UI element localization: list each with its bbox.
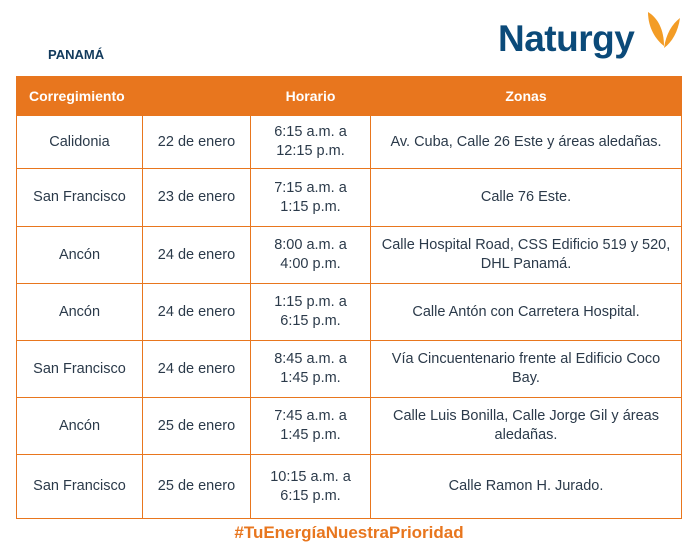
table-row: Ancón 25 de enero 7:45 a.m. a 1:45 p.m. Call… xyxy=(16,397,682,455)
schedule-cell: 7:15 a.m. a 1:15 p.m. xyxy=(250,168,371,227)
schedule-line: 6:15 p.m. xyxy=(280,313,341,329)
column-header-blank xyxy=(142,76,251,116)
schedule-line: 8:45 a.m. a xyxy=(274,351,347,367)
hashtag: #TuEnergíaNuestraPrioridad xyxy=(234,523,464,542)
schedule-cell: 6:15 a.m. a 12:15 p.m. xyxy=(250,115,371,169)
logo-text: Naturgy xyxy=(498,18,635,59)
zones-cell: Calle Hospital Road, CSS Edificio 519 y … xyxy=(370,226,682,284)
schedule-line: 4:00 p.m. xyxy=(280,256,341,272)
schedule-line: 6:15 p.m. xyxy=(280,487,341,504)
schedule-line: 6:15 a.m. a xyxy=(274,124,347,140)
schedule-line: 7:15 a.m. a xyxy=(274,179,347,196)
schedule-cell: 8:45 a.m. a 1:45 p.m. xyxy=(250,340,371,398)
logo-butterfly xyxy=(648,12,680,48)
schedule-line: 1:15 p.m. a xyxy=(274,294,347,310)
schedule-cell: 8:00 a.m. a 4:00 p.m. xyxy=(250,226,371,284)
logo: Naturgy xyxy=(498,10,688,65)
column-header: Corregimiento xyxy=(16,76,143,116)
column-header: Zonas xyxy=(370,76,682,116)
zones-cell: Vía Cincuentenario frente al Edificio Co… xyxy=(370,340,682,398)
schedule-line: 7:45 a.m. a xyxy=(274,408,347,424)
zones-cell: Calle Ramon H. Jurado. xyxy=(370,454,682,519)
schedule-cell: 10:15 a.m. a 6:15 p.m. xyxy=(250,454,371,519)
corregimiento-cell: San Francisco xyxy=(16,340,143,398)
zones-cell: Calle 76 Este. xyxy=(370,168,682,227)
schedule-table: Corregimiento Horario Zonas Calidonia 22 … xyxy=(16,76,682,519)
table-row: San Francisco 24 de enero 8:45 a.m. a 1:45 … xyxy=(16,340,682,398)
corregimiento-cell: Ancón xyxy=(16,397,143,455)
corregimiento-cell: Ancón xyxy=(16,226,143,284)
schedule-cell: 7:45 a.m. a 1:45 p.m. xyxy=(250,397,371,455)
corregimiento-cell: San Francisco xyxy=(16,454,143,519)
region-label: PANAMÁ xyxy=(48,47,105,62)
table-row: Calidonia 22 de enero 6:15 a.m. a 12:15 p.m… xyxy=(16,115,682,169)
schedule-line: 12:15 p.m. xyxy=(276,143,345,159)
schedule-cell: 1:15 p.m. a 6:15 p.m. xyxy=(250,283,371,341)
corregimiento-cell: Calidonia xyxy=(16,115,143,169)
date-cell: 24 de enero xyxy=(142,283,251,341)
date-cell: 25 de enero xyxy=(142,397,251,455)
zones-cell: Calle Antón con Carretera Hospital. xyxy=(370,283,682,341)
schedule-line: 1:45 p.m. xyxy=(280,370,341,386)
corregimiento-cell: Ancón xyxy=(16,283,143,341)
schedule-line: 1:15 p.m. xyxy=(280,198,341,215)
date-cell: 23 de enero xyxy=(142,168,251,227)
schedule-line: 10:15 a.m. a xyxy=(270,468,351,485)
table-row: San Francisco 25 de enero 10:15 a.m. a 6:15… xyxy=(16,454,682,519)
date-cell: 22 de enero xyxy=(142,115,251,169)
date-cell: 24 de enero xyxy=(142,340,251,398)
table-row: San Francisco 23 de enero 7:15 a.m. a 1:15 … xyxy=(16,168,682,227)
corregimiento-cell: San Francisco xyxy=(16,168,143,227)
table-row: Ancón 24 de enero 8:00 a.m. a 4:00 p.m. Call… xyxy=(16,226,682,284)
schedule-line: 1:45 p.m. xyxy=(280,427,341,443)
table-row: Ancón 24 de enero 1:15 p.m. a 6:15 p.m. Call… xyxy=(16,283,682,341)
column-header: Horario xyxy=(250,76,371,116)
date-cell: 25 de enero xyxy=(142,454,251,519)
date-cell: 24 de enero xyxy=(142,226,251,284)
zones-cell: Calle Luis Bonilla, Calle Jorge Gil y ár… xyxy=(370,397,682,455)
schedule-line: 8:00 a.m. a xyxy=(274,237,347,253)
zones-cell: Av. Cuba, Calle 26 Este y áreas aledañas… xyxy=(370,115,682,169)
